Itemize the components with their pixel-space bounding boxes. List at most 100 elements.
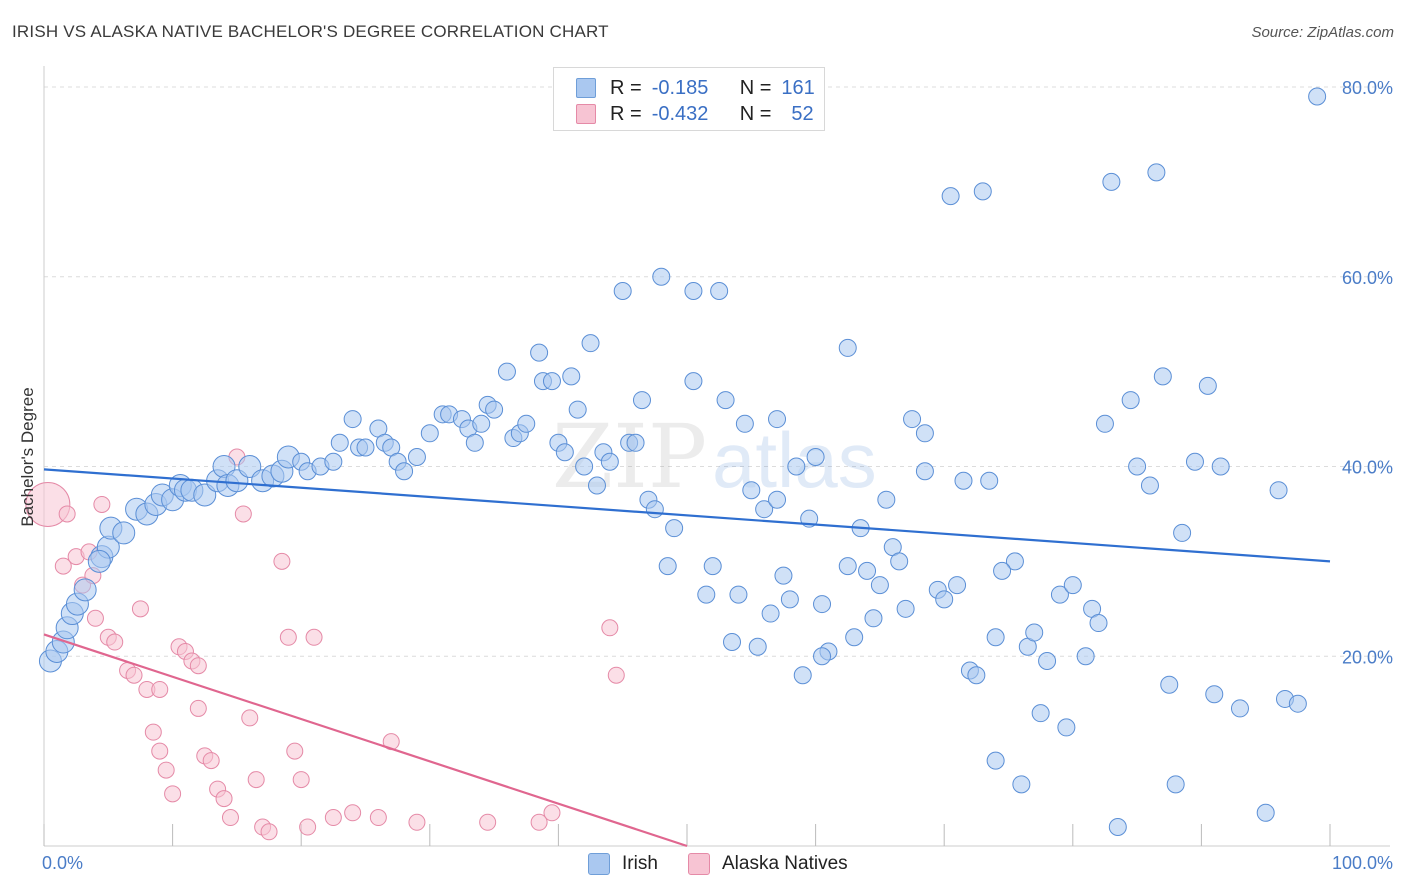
irish-point: [1108, 818, 1127, 837]
alaska-natives-point: [125, 666, 143, 684]
irish-point: [980, 471, 999, 490]
y-tick-label: 40.0%: [1342, 458, 1393, 478]
irish-point: [877, 490, 896, 509]
irish-point: [915, 424, 934, 443]
irish-point: [1089, 614, 1108, 633]
irish-point: [903, 410, 922, 429]
irish-point: [761, 604, 780, 623]
irish-point: [472, 414, 491, 433]
alaska-natives-point: [144, 723, 162, 741]
irish-point: [813, 647, 832, 666]
alaska-natives-point: [58, 505, 76, 523]
alaska-natives-point: [164, 785, 182, 803]
trend-lines: [43, 468, 1331, 848]
irish-point: [1256, 803, 1275, 822]
bottom-legend-swatch-irish: [588, 853, 610, 875]
legend-r-label: R =: [610, 102, 642, 125]
irish-point: [1147, 163, 1166, 182]
irish-point: [838, 557, 857, 576]
bottom-legend-alaska-natives: Alaska Natives: [688, 852, 848, 876]
irish-trend-line: [43, 468, 1331, 563]
irish-point: [768, 490, 787, 509]
bottom-legend-label-alaska-natives: Alaska Natives: [722, 853, 848, 874]
bottom-legend-label-irish: Irish: [622, 853, 658, 874]
irish-point: [324, 452, 343, 471]
chart-title: IRISH VS ALASKA NATIVE BACHELOR'S DEGREE…: [12, 22, 609, 41]
irish-point: [1173, 523, 1192, 542]
alaska-natives-point: [324, 809, 342, 827]
alaska-natives-point: [189, 657, 207, 675]
irish-point: [986, 628, 1005, 647]
legend-swatch-irish: [576, 78, 596, 98]
alaska-natives-point: [286, 742, 304, 760]
alaska-natives-point: [215, 790, 233, 808]
y-tick-label: 60.0%: [1342, 268, 1393, 288]
alaska-natives-point: [408, 813, 426, 831]
irish-point: [755, 500, 774, 519]
alaska-natives-point: [151, 742, 169, 760]
irish-point: [626, 433, 645, 452]
y-tick-label: 20.0%: [1342, 647, 1393, 667]
bottom-legend-swatch-alaska-natives: [688, 853, 710, 875]
axes: [43, 66, 1390, 847]
alaska-natives-point: [305, 628, 323, 646]
alaska-natives-point: [530, 813, 548, 831]
irish-point: [1076, 647, 1095, 666]
irish-point: [735, 414, 754, 433]
alaska-natives-point: [260, 823, 278, 841]
irish-point: [973, 182, 992, 201]
irish-point: [497, 362, 516, 381]
alaska-natives-point: [273, 552, 291, 570]
legend-row-irish: R = -0.185 N = 161: [576, 76, 815, 100]
irish-point: [112, 521, 136, 545]
irish-point: [723, 633, 742, 652]
irish-point: [568, 400, 587, 419]
legend-n-value: 161: [781, 76, 815, 99]
irish-point: [517, 414, 536, 433]
irish-point: [632, 391, 651, 410]
x-tick-label: 0.0%: [42, 853, 83, 873]
irish-point: [555, 443, 574, 462]
irish-point: [395, 462, 414, 481]
tick-labels: 20.0% 40.0% 60.0% 80.0% 0.0% 100.0%: [42, 78, 1393, 873]
irish-point: [1128, 457, 1147, 476]
irish-point: [1050, 585, 1069, 604]
irish-point: [838, 338, 857, 357]
irish-points: [38, 87, 1327, 837]
irish-point: [774, 566, 793, 585]
irish-point: [652, 267, 671, 286]
irish-point: [1038, 651, 1057, 670]
irish-point: [806, 448, 825, 467]
irish-point: [941, 187, 960, 206]
alaska-natives-trend-line: [43, 633, 688, 848]
alaska-natives-point: [93, 495, 111, 513]
irish-point: [465, 433, 484, 452]
irish-point: [1288, 694, 1307, 713]
irish-point: [1308, 87, 1327, 106]
legend-row-alaska-natives: R = -0.432 N = 52: [576, 102, 814, 126]
irish-point: [813, 595, 832, 614]
irish-point: [1198, 376, 1217, 395]
irish-point: [684, 372, 703, 391]
alaska-natives-point: [151, 680, 169, 698]
irish-point: [710, 281, 729, 300]
legend-n-label: N =: [739, 102, 772, 125]
irish-point: [485, 400, 504, 419]
alaska-natives-point: [369, 809, 387, 827]
irish-point: [581, 334, 600, 353]
y-axis-label: Bachelor's Degree: [18, 387, 37, 526]
irish-point: [575, 457, 594, 476]
irish-point: [407, 448, 426, 467]
irish-point: [703, 557, 722, 576]
irish-point: [1160, 675, 1179, 694]
irish-point: [645, 500, 664, 519]
irish-point: [1095, 414, 1114, 433]
irish-point: [542, 372, 561, 391]
alaska-natives-point: [292, 771, 310, 789]
irish-point: [768, 410, 787, 429]
irish-point: [845, 628, 864, 647]
bottom-legend-irish: Irish: [588, 852, 658, 876]
alaska-natives-point: [241, 709, 259, 727]
irish-point: [684, 281, 703, 300]
y-tick-label: 80.0%: [1342, 78, 1393, 98]
